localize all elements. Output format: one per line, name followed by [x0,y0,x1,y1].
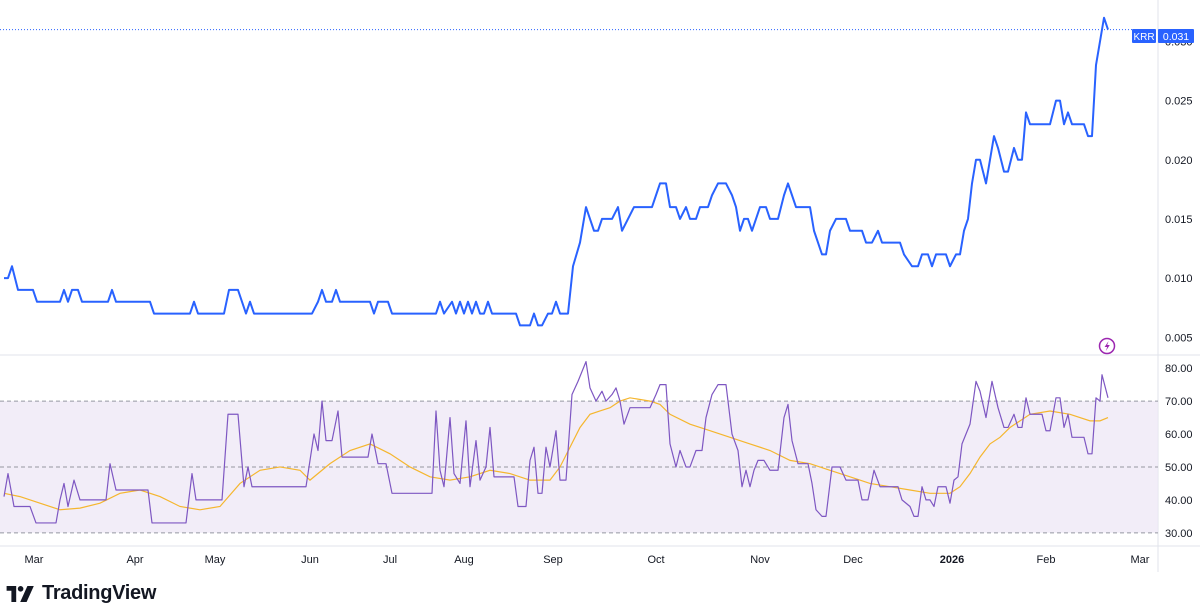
price-label: KRR 0.031 [1132,29,1194,43]
lightning-icon[interactable] [1098,337,1116,355]
price-label-ticker: KRR [1133,32,1154,43]
time-tick-label: Mar [25,554,44,566]
price-tick-label: 0.010 [1165,273,1193,285]
tradingview-logo-text: TradingView [42,582,157,604]
price-label-value: 0.031 [1163,31,1189,43]
rsi-axis-ticks: 30.00 40.00 50.00 60.00 70.00 80.00 [1165,363,1193,540]
time-tick-label: Apr [126,554,143,566]
rsi-line[interactable] [3,360,1109,524]
time-tick-label: Nov [750,554,770,566]
rsi-tick-label: 70.00 [1165,396,1193,408]
time-tick-label: 2026 [940,554,964,566]
rsi-tick-label: 80.00 [1165,363,1193,375]
rsi-tick-label: 30.00 [1165,528,1193,540]
price-tick-label: 0.005 [1165,332,1193,344]
time-tick-label: May [205,554,226,566]
rsi-band-fill [0,401,1158,533]
rsi-tick-label: 40.00 [1165,495,1193,507]
time-tick-label: Jul [383,554,397,566]
rsi-tick-label: 50.00 [1165,462,1193,474]
rsi-level-lines [0,400,1158,534]
time-tick-label: Sep [543,554,563,566]
time-tick-label: Oct [647,554,664,566]
time-tick-label: Dec [843,554,863,566]
time-axis-ticks: Mar Apr May Jun Jul Aug Sep Oct Nov Dec 2026 Feb Mar [25,554,1150,566]
rsi-ma-line[interactable] [3,397,1109,511]
price-tick-label: 0.015 [1165,214,1193,226]
price-tick-label: 0.025 [1165,96,1193,108]
tradingview-logo[interactable]: TradingView [6,582,156,605]
price-label-ticker-bg [1132,29,1156,43]
time-tick-label: Feb [1037,554,1056,566]
rsi-tick-label: 60.00 [1165,429,1193,441]
tradingview-logo-icon [6,585,34,602]
price-label-value-bg [1158,29,1194,43]
time-tick-label: Mar [1131,554,1150,566]
time-tick-label: Aug [454,554,474,566]
time-tick-label: Jun [301,554,319,566]
price-tick-label: 0.020 [1165,155,1193,167]
price-series-line[interactable] [4,16,1109,327]
